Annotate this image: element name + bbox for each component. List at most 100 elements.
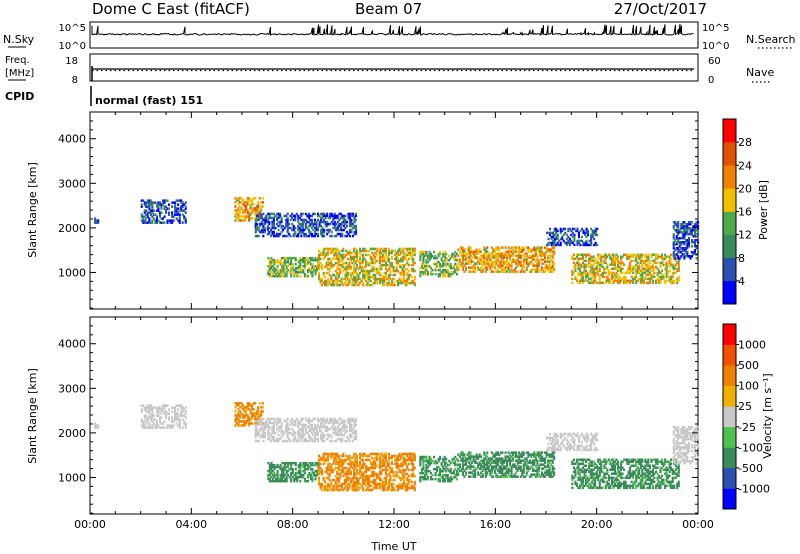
power-echo-cell <box>320 232 323 236</box>
power-echo-cell <box>330 220 333 224</box>
velocity-echo-cell <box>174 412 177 415</box>
power-echo-cell <box>633 253 636 256</box>
power-echo-cell <box>431 272 434 276</box>
power-echo-cell <box>512 270 515 273</box>
velocity-echo-cell <box>175 416 178 419</box>
velocity-echo-cell <box>339 433 342 437</box>
power-echo-cell <box>574 267 577 270</box>
power-echo-cell <box>148 201 151 204</box>
power-echo-cell <box>552 231 555 235</box>
power-echo-cell <box>314 268 317 272</box>
velocity-echo-cell <box>333 429 336 433</box>
power-echo-cell <box>672 255 675 258</box>
power-echo-cell <box>633 265 636 268</box>
velocity-echo-cell <box>362 462 365 466</box>
velocity-echo-cell <box>422 467 425 471</box>
power-echo-cell <box>294 232 297 236</box>
power-echo-cell <box>499 270 502 273</box>
velocity-echo-cell <box>350 419 353 423</box>
power-echo-cell <box>674 221 677 224</box>
power-echo-cell <box>378 261 381 265</box>
power-echo-cell <box>677 225 680 228</box>
power-echo-cell <box>285 272 288 276</box>
power-echo-cell <box>588 257 591 260</box>
velocity-echo-cell <box>175 422 178 425</box>
velocity-echo-cell <box>168 416 171 419</box>
velocity-echo-cell <box>333 460 336 464</box>
power-echo-cell <box>507 254 510 257</box>
velocity-echo-cell <box>400 478 403 482</box>
power-echo-cell <box>407 277 410 281</box>
power-echo-cell <box>486 246 489 249</box>
velocity-echo-cell <box>394 458 397 462</box>
velocity-echo-cell <box>246 416 249 419</box>
power-echo-cell <box>592 273 595 277</box>
power-echo-cell <box>483 252 486 255</box>
power-echo-cell <box>339 212 342 216</box>
power-echo-cell <box>243 205 246 208</box>
velocity-echo-cell <box>413 458 416 462</box>
power-echo-cell <box>372 257 375 261</box>
velocity-echo-cell <box>246 408 249 411</box>
velocity-echo-cell <box>339 468 342 472</box>
power-echo-cell <box>327 216 330 220</box>
power-echo-cell <box>288 262 291 266</box>
power-echo-cell <box>94 219 97 222</box>
velocity-echo-cell <box>403 452 406 456</box>
power-echo-cell <box>664 281 667 285</box>
power-echo-cell <box>282 266 285 270</box>
power-echo-cell <box>537 262 540 265</box>
power-echo-cell <box>410 253 413 257</box>
velocity-echo-cell <box>346 488 349 492</box>
power-echo-cell <box>322 271 325 275</box>
velocity-echo-cell <box>282 479 285 483</box>
power-echo-cell <box>603 255 606 258</box>
power-echo-cell <box>327 251 330 255</box>
power-echo-cell <box>403 269 406 273</box>
power-echo-cell <box>268 230 271 234</box>
power-echo-cell <box>639 269 642 273</box>
power-echo-cell <box>333 234 336 238</box>
velocity-echo-cell <box>282 475 285 479</box>
power-echo-cell <box>363 273 366 277</box>
velocity-echo-cell <box>286 417 289 421</box>
velocity-echo-cell <box>160 410 163 413</box>
power-echo-cell <box>309 218 312 222</box>
velocity-echo-cell <box>290 477 293 481</box>
power-echo-cell <box>252 209 255 212</box>
power-echo-cell <box>510 260 513 263</box>
velocity-echo-cell <box>235 418 238 421</box>
nave-label: Nave <box>746 66 774 79</box>
power-echo-cell <box>673 281 676 285</box>
velocity-echo-cell <box>381 486 384 490</box>
power-echo-cell <box>340 263 343 267</box>
power-echo-cell <box>591 269 594 273</box>
velocity-echo-cell <box>375 486 378 490</box>
power-echo-cell <box>670 261 673 264</box>
power-echo-cell <box>638 255 641 258</box>
power-echo-cell <box>678 245 681 248</box>
power-echo-cell <box>672 247 675 250</box>
velocity-echo-cell <box>280 431 283 435</box>
power-echo-cell <box>359 281 362 285</box>
velocity-echo-cell <box>336 437 339 441</box>
power-echo-cell <box>303 262 306 266</box>
velocity-echo-cell <box>320 429 323 433</box>
velocity-echo-cell <box>349 464 352 468</box>
power-echo-cell <box>550 235 553 239</box>
power-echo-cell <box>677 239 680 242</box>
power-echo-cell <box>461 254 464 257</box>
power-echo-cell <box>544 266 547 269</box>
velocity-echo-cell <box>257 418 260 421</box>
power-echo-cell <box>609 257 612 260</box>
velocity-echo-cell <box>268 479 271 483</box>
velocity-echo-cell <box>329 439 332 443</box>
power-echo-cell <box>632 255 635 258</box>
power-echo-cell <box>585 227 588 231</box>
power-echo-cell <box>266 212 269 216</box>
power-echo-cell <box>641 271 644 275</box>
power-echo-cell <box>268 264 271 268</box>
velocity-echo-cell <box>146 404 149 407</box>
velocity-echo-cell <box>277 439 280 443</box>
power-echo-cell <box>354 261 357 265</box>
